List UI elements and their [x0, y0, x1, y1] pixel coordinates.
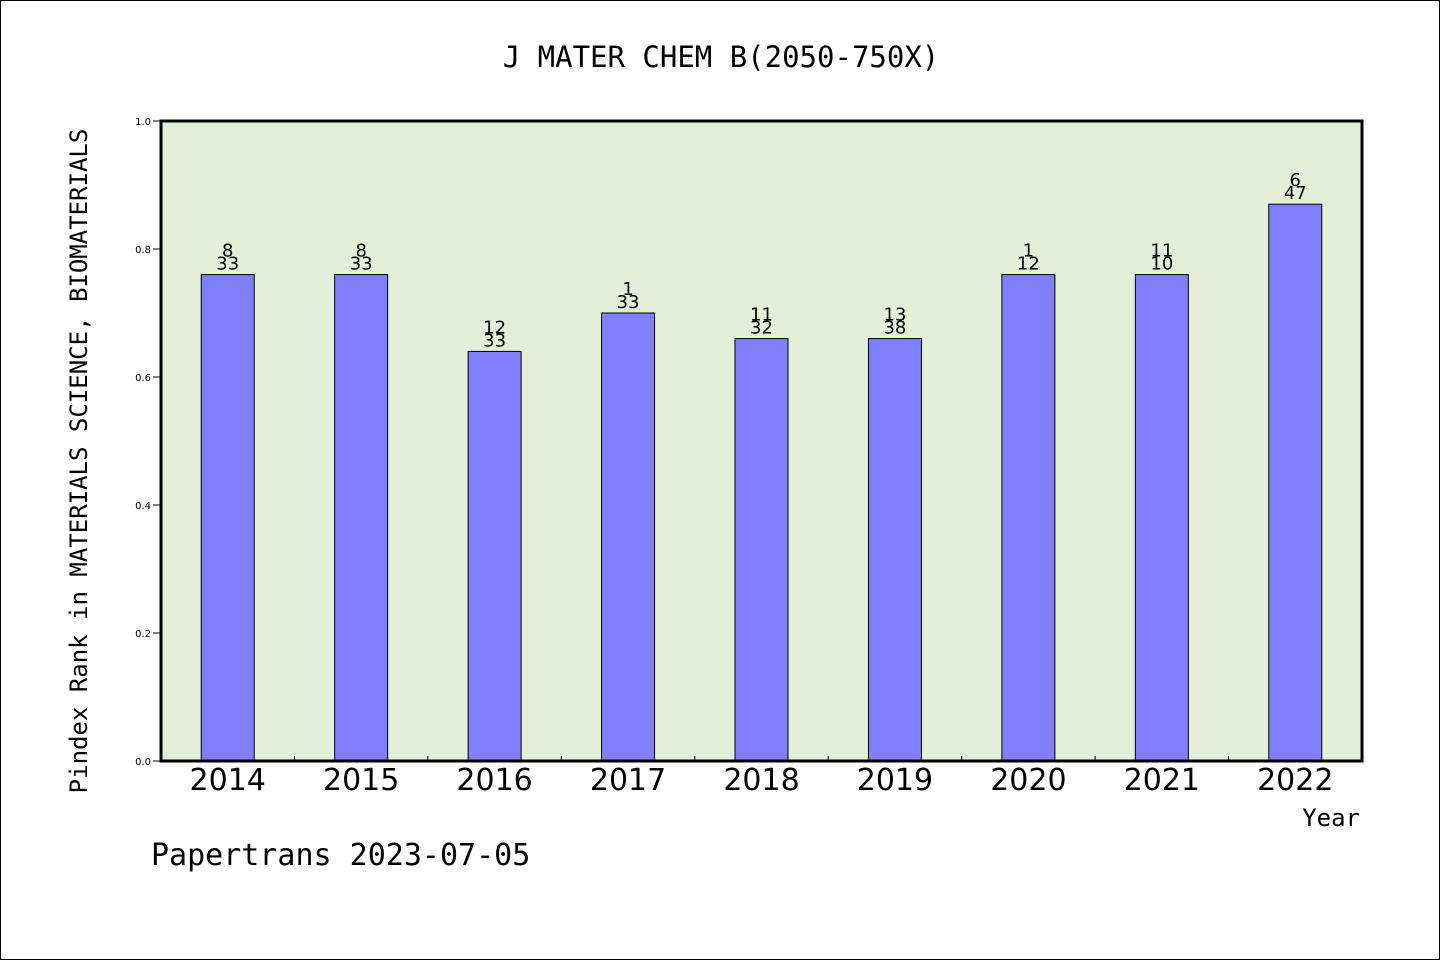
rank-label-2018: 11 — [750, 305, 773, 326]
total-label-2017: 33 — [617, 292, 640, 313]
x-tick-label-2015: 2015 — [323, 763, 399, 798]
total-label-2015: 33 — [350, 254, 373, 275]
y-tick-label: 0.2 — [135, 629, 151, 640]
bar-2014 — [200, 274, 255, 762]
rank-label-2020: 1 — [1023, 241, 1034, 262]
y-axis-label: Pindex Rank in MATERIALS SCIENCE, BIOMAT… — [65, 129, 93, 794]
x-tick-label-2022: 2022 — [1257, 763, 1333, 798]
x-axis-label: Year — [1302, 804, 1360, 832]
y-tick-label: 0.4 — [135, 501, 151, 512]
x-tick-label-2016: 2016 — [456, 763, 532, 798]
rank-label-2014: 8 — [222, 241, 233, 262]
bar-2018 — [734, 338, 789, 762]
x-tick-label-2018: 2018 — [723, 763, 799, 798]
bar-2015 — [334, 274, 389, 762]
bar-2022 — [1268, 203, 1323, 762]
x-tick-label-2019: 2019 — [857, 763, 933, 798]
x-tick-label-2020: 2020 — [990, 763, 1066, 798]
total-label-2019: 38 — [883, 318, 906, 339]
rank-label-2022: 6 — [1290, 170, 1301, 191]
bar-2019 — [867, 338, 922, 762]
total-label-2018: 32 — [750, 318, 773, 339]
x-axis-ticks: 2014 2015 2016 2017 2018 2019 2020 2021 2022 — [190, 756, 1333, 798]
y-tick-label: 0.6 — [135, 373, 151, 384]
bar-2020 — [1001, 274, 1056, 762]
total-label-2022: 47 — [1284, 183, 1307, 204]
plot-border — [159, 119, 1364, 763]
x-tick-label-2017: 2017 — [590, 763, 666, 798]
x-tick-label-2014: 2014 — [190, 763, 266, 798]
total-label-2020: 12 — [1017, 254, 1040, 275]
chart-title: J MATER CHEM B(2050-750X) — [503, 40, 940, 74]
bars-group — [200, 203, 1323, 762]
y-axis-ticks: 0.0 0.2 0.4 0.6 0.8 1.0 — [135, 117, 161, 768]
rank-label-2016: 12 — [483, 317, 506, 338]
footer-text: Papertrans 2023-07-05 — [151, 838, 530, 873]
rank-label-2019: 13 — [883, 305, 906, 326]
y-tick-label: 0.0 — [135, 757, 151, 768]
total-label-2021: 10 — [1150, 254, 1173, 275]
total-label-2014: 33 — [216, 254, 239, 275]
x-tick-label-2021: 2021 — [1124, 763, 1200, 798]
bar-2021 — [1134, 274, 1189, 762]
rank-label-2021: 11 — [1150, 241, 1173, 262]
bar-2017 — [601, 312, 656, 762]
y-tick-label: 0.8 — [135, 245, 151, 256]
rank-label-2015: 8 — [355, 241, 366, 262]
rank-label-2017: 1 — [622, 279, 633, 300]
y-tick-label: 1.0 — [135, 117, 151, 128]
bar-2016 — [467, 350, 522, 762]
total-label-2016: 33 — [483, 330, 506, 351]
